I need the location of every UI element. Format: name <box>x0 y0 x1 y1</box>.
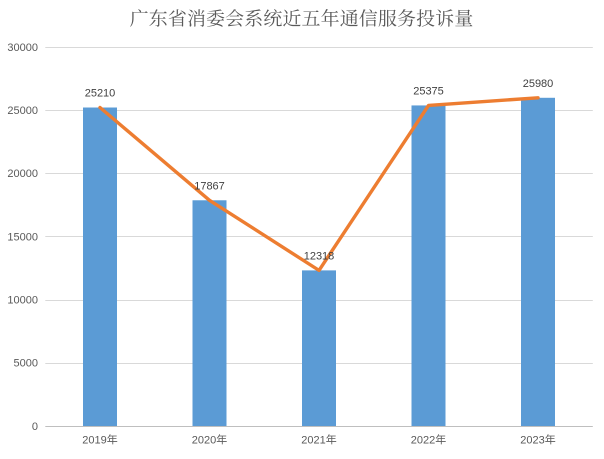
svg-text:2021: 2021 <box>301 435 325 447</box>
svg-text:15000: 15000 <box>7 231 38 243</box>
svg-text:20000: 20000 <box>7 168 38 180</box>
svg-text:25000: 25000 <box>7 105 38 117</box>
svg-text:25210: 25210 <box>85 88 116 100</box>
svg-text:12318: 12318 <box>304 250 335 262</box>
svg-text:10000: 10000 <box>7 295 38 307</box>
svg-text:5000: 5000 <box>14 358 38 370</box>
svg-text:17867: 17867 <box>194 180 225 192</box>
svg-text:30000: 30000 <box>7 42 38 54</box>
svg-text:25375: 25375 <box>413 85 444 97</box>
svg-text:0: 0 <box>32 421 38 433</box>
svg-text:2022: 2022 <box>411 435 435 447</box>
svg-text:2020: 2020 <box>192 435 216 447</box>
svg-text:25980: 25980 <box>523 78 554 90</box>
svg-text:2019: 2019 <box>82 435 106 447</box>
svg-text:2023: 2023 <box>520 435 544 447</box>
